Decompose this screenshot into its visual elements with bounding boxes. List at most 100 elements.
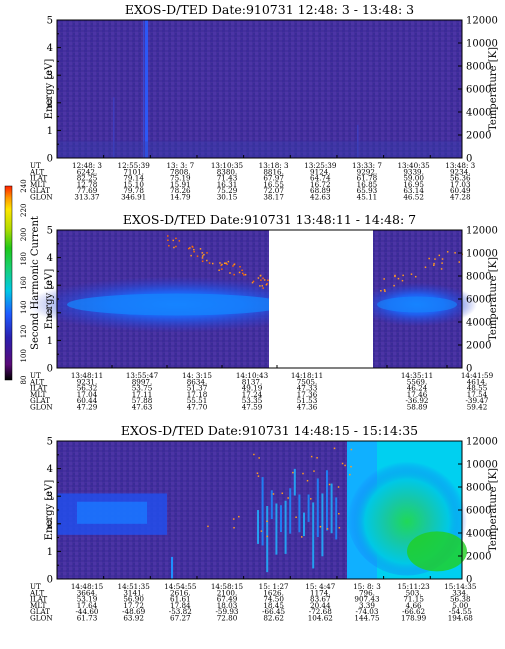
- table-cell: 67.27: [170, 614, 191, 623]
- hot-pixel: [380, 290, 382, 292]
- hot-pixel: [225, 262, 228, 264]
- table-cell: 30.15: [217, 193, 238, 202]
- table-cell: -74.03: [355, 607, 378, 616]
- hot-pixel: [203, 253, 205, 256]
- table-cell: 15.10: [123, 180, 144, 189]
- table-cell: 55.51: [187, 396, 208, 405]
- y-axis-label: Energy [eV]: [44, 480, 55, 541]
- hot-pixel: [433, 264, 435, 267]
- table-cell: 68.89: [310, 186, 331, 195]
- y2-tick-label: 6000: [466, 85, 491, 96]
- spike-stripe: [143, 20, 145, 158]
- hot-pixel: [446, 251, 449, 253]
- hot-pixel: [206, 259, 208, 262]
- colorbar-tick-label: 220: [20, 204, 28, 217]
- table-cell: 334.: [452, 588, 468, 597]
- table-row-label: UT: [30, 371, 41, 380]
- colorbar-ramp: [5, 186, 12, 380]
- y-tick-label: 0: [47, 364, 53, 375]
- hot-pixel: [232, 518, 235, 520]
- hot-pixel: [220, 264, 222, 267]
- hot-pixel: [326, 528, 329, 530]
- table-cell: 13:25:39: [304, 161, 337, 170]
- hot-pixel: [394, 275, 396, 278]
- y2-tick-label: 8000: [466, 62, 491, 73]
- hot-pixel: [393, 284, 395, 287]
- hot-pixel: [262, 287, 264, 289]
- striation: [266, 506, 269, 573]
- hot-pixel: [241, 272, 244, 275]
- hot-pixel: [257, 475, 260, 477]
- table-cell: 53.75: [132, 384, 153, 393]
- spectrogram-features: [57, 441, 467, 579]
- table-cell: 56.36: [450, 174, 471, 183]
- hot-pixel: [337, 486, 340, 488]
- hot-pixel: [229, 272, 231, 274]
- table-row-label: UT: [30, 161, 41, 170]
- hot-pixel: [207, 525, 209, 528]
- table-cell: 16.55: [263, 180, 284, 189]
- table-cell: 64.74: [310, 174, 331, 183]
- hot-pixel: [350, 448, 353, 451]
- hot-pixel: [384, 290, 386, 293]
- table-cell: 12:48: 3: [72, 161, 102, 170]
- table-cell: 20.44: [310, 601, 331, 610]
- hot-pixel: [266, 520, 268, 523]
- hot-pixel: [233, 273, 235, 276]
- table-row-label: GLAT: [30, 396, 50, 405]
- hot-pixel: [313, 470, 315, 472]
- table-cell: 48.55: [467, 384, 488, 393]
- y2-tick-label: 10000: [466, 249, 498, 260]
- data-gap: [269, 229, 373, 369]
- hot-pixel: [223, 262, 226, 264]
- table-cell: 47.63: [132, 403, 153, 412]
- table-cell: 75.19: [170, 174, 191, 183]
- hot-pixel: [402, 274, 404, 277]
- table-row-label: MLT: [30, 390, 47, 399]
- hot-pixel: [338, 512, 340, 515]
- striation: [316, 478, 319, 538]
- table-cell: 16.85: [357, 180, 378, 189]
- table-cell: 14:35:11: [401, 371, 433, 380]
- hot-pixel: [260, 530, 263, 532]
- table-cell: 47.28: [450, 193, 471, 202]
- hot-pixel: [253, 453, 255, 456]
- table-cell: 17.54: [467, 390, 488, 399]
- table-cell: 17.24: [242, 390, 263, 399]
- hot-pixel: [233, 263, 235, 266]
- table-cell: 18.03: [217, 601, 238, 610]
- hot-pixel: [440, 268, 443, 270]
- hot-pixel: [221, 268, 223, 270]
- table-cell: 194.68: [448, 614, 474, 623]
- hot-pixel: [178, 240, 181, 242]
- table-cell: 13:10:35: [211, 161, 244, 170]
- y-tick-label: 2: [47, 519, 53, 530]
- table-cell: -66.45: [262, 607, 285, 616]
- table-cell: 313.37: [74, 193, 100, 202]
- hot-pixel: [287, 497, 289, 499]
- hot-pixel: [167, 239, 169, 241]
- table-row-label: ILAT: [30, 174, 47, 183]
- hot-pixel: [227, 260, 230, 263]
- hot-pixel: [433, 262, 435, 265]
- table-row-label: ILAT: [30, 595, 47, 604]
- striation: [289, 488, 292, 534]
- table-cell: 796.: [359, 588, 375, 597]
- hot-pixel: [383, 278, 385, 280]
- striation: [293, 468, 296, 496]
- thermal-band-core: [67, 293, 287, 316]
- y2-tick-label: 2000: [466, 552, 491, 563]
- table-cell: 71.15: [403, 595, 424, 604]
- spectrogram-background: [57, 20, 462, 158]
- table-cell: 346.91: [121, 193, 146, 202]
- hot-pixel: [244, 273, 247, 276]
- table-row-label: GLAT: [30, 607, 50, 616]
- table-row-label: GLON: [30, 614, 53, 623]
- spectrogram-panel-1: 0 1 2 3 4 5 0 2000 4000 6000 8000 10000 12000 Energy …: [29, 2, 499, 202]
- hot-pixel: [350, 465, 352, 468]
- table-cell: 47.70: [187, 403, 208, 412]
- hot-pixel: [292, 471, 294, 474]
- table-cell: 5569.: [407, 377, 428, 386]
- hot-pixel: [316, 457, 318, 459]
- hot-pixel: [281, 492, 284, 495]
